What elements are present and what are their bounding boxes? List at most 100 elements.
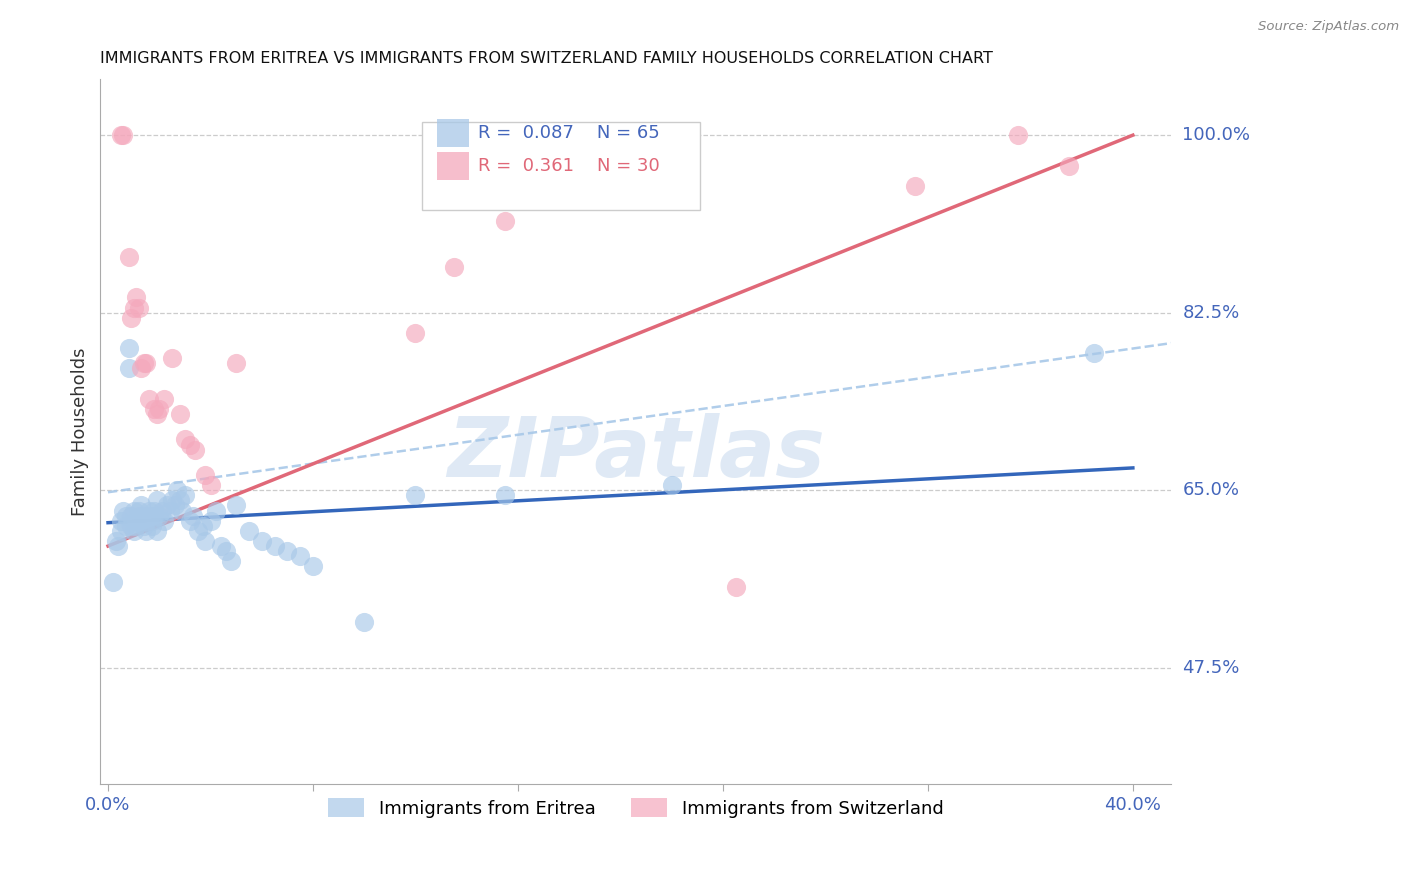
Point bbox=[107, 539, 129, 553]
Point bbox=[128, 503, 150, 517]
Y-axis label: Family Households: Family Households bbox=[72, 348, 89, 516]
Point bbox=[125, 290, 148, 304]
FancyBboxPatch shape bbox=[422, 121, 700, 210]
Point bbox=[148, 508, 170, 523]
Point bbox=[141, 518, 163, 533]
Text: 47.5%: 47.5% bbox=[1182, 659, 1240, 677]
Point bbox=[132, 508, 155, 523]
Text: 82.5%: 82.5% bbox=[1182, 303, 1240, 322]
Point bbox=[353, 615, 375, 629]
Point bbox=[724, 580, 747, 594]
Point bbox=[117, 250, 139, 264]
Point bbox=[187, 524, 209, 538]
Point bbox=[200, 478, 222, 492]
Point bbox=[174, 488, 197, 502]
Point bbox=[117, 361, 139, 376]
Point bbox=[135, 514, 157, 528]
Point bbox=[128, 508, 150, 523]
Point bbox=[160, 493, 183, 508]
Point bbox=[181, 508, 204, 523]
Point bbox=[122, 503, 145, 517]
Point bbox=[145, 407, 167, 421]
Point bbox=[150, 503, 173, 517]
Point bbox=[200, 514, 222, 528]
Point bbox=[661, 478, 683, 492]
Point bbox=[904, 178, 927, 193]
Point bbox=[141, 514, 163, 528]
Point bbox=[163, 499, 186, 513]
Point bbox=[101, 574, 124, 589]
Point bbox=[179, 514, 201, 528]
Point bbox=[131, 499, 153, 513]
Point bbox=[143, 508, 166, 523]
Point bbox=[494, 488, 516, 502]
Point bbox=[225, 356, 247, 370]
Point bbox=[238, 524, 260, 538]
Point bbox=[120, 508, 142, 523]
Point bbox=[138, 503, 160, 517]
Point bbox=[443, 260, 465, 274]
Point bbox=[184, 442, 207, 457]
Point bbox=[1083, 346, 1105, 360]
Point bbox=[135, 356, 157, 370]
Point bbox=[122, 524, 145, 538]
Point bbox=[138, 508, 160, 523]
Text: R =  0.087    N = 65: R = 0.087 N = 65 bbox=[478, 124, 661, 142]
Point bbox=[159, 503, 181, 517]
Text: IMMIGRANTS FROM ERITREA VS IMMIGRANTS FROM SWITZERLAND FAMILY HOUSEHOLDS CORRELA: IMMIGRANTS FROM ERITREA VS IMMIGRANTS FR… bbox=[100, 51, 993, 66]
Point bbox=[132, 356, 155, 370]
Point bbox=[153, 392, 176, 406]
Point bbox=[169, 407, 191, 421]
Point bbox=[122, 301, 145, 315]
Point bbox=[156, 499, 179, 513]
Point bbox=[131, 514, 153, 528]
Text: ZIPatlas: ZIPatlas bbox=[447, 412, 825, 493]
Point bbox=[160, 351, 183, 366]
Point bbox=[143, 402, 166, 417]
Point bbox=[191, 518, 214, 533]
Point bbox=[405, 488, 427, 502]
Point bbox=[209, 539, 232, 553]
Point bbox=[169, 493, 191, 508]
Point bbox=[110, 524, 132, 538]
Point bbox=[194, 468, 217, 483]
Point bbox=[104, 533, 127, 548]
Point bbox=[143, 503, 166, 517]
Point bbox=[131, 361, 153, 376]
Point bbox=[135, 524, 157, 538]
FancyBboxPatch shape bbox=[437, 152, 468, 180]
Point bbox=[125, 518, 148, 533]
Point bbox=[128, 301, 150, 315]
Point bbox=[120, 518, 142, 533]
Point bbox=[179, 437, 201, 451]
FancyBboxPatch shape bbox=[437, 119, 468, 147]
Point bbox=[276, 544, 298, 558]
Point bbox=[263, 539, 285, 553]
Point bbox=[194, 533, 217, 548]
Text: 100.0%: 100.0% bbox=[1182, 126, 1250, 145]
Point bbox=[112, 128, 135, 143]
Point bbox=[145, 524, 167, 538]
Text: 65.0%: 65.0% bbox=[1182, 481, 1240, 500]
Point bbox=[219, 554, 242, 568]
Point bbox=[1007, 128, 1029, 143]
Point bbox=[145, 493, 167, 508]
Point bbox=[125, 514, 148, 528]
Point bbox=[120, 310, 142, 325]
Point bbox=[405, 326, 427, 340]
Point bbox=[138, 392, 160, 406]
Text: R =  0.361    N = 30: R = 0.361 N = 30 bbox=[478, 157, 661, 175]
Point bbox=[215, 544, 238, 558]
Point bbox=[494, 214, 516, 228]
Point bbox=[115, 508, 138, 523]
Point bbox=[172, 503, 194, 517]
Point bbox=[112, 503, 135, 517]
Point bbox=[110, 128, 132, 143]
Point bbox=[290, 549, 312, 564]
Legend: Immigrants from Eritrea, Immigrants from Switzerland: Immigrants from Eritrea, Immigrants from… bbox=[321, 791, 950, 825]
Point bbox=[148, 402, 170, 417]
Point bbox=[225, 499, 247, 513]
Point bbox=[110, 514, 132, 528]
Point bbox=[166, 483, 188, 498]
Point bbox=[153, 514, 176, 528]
